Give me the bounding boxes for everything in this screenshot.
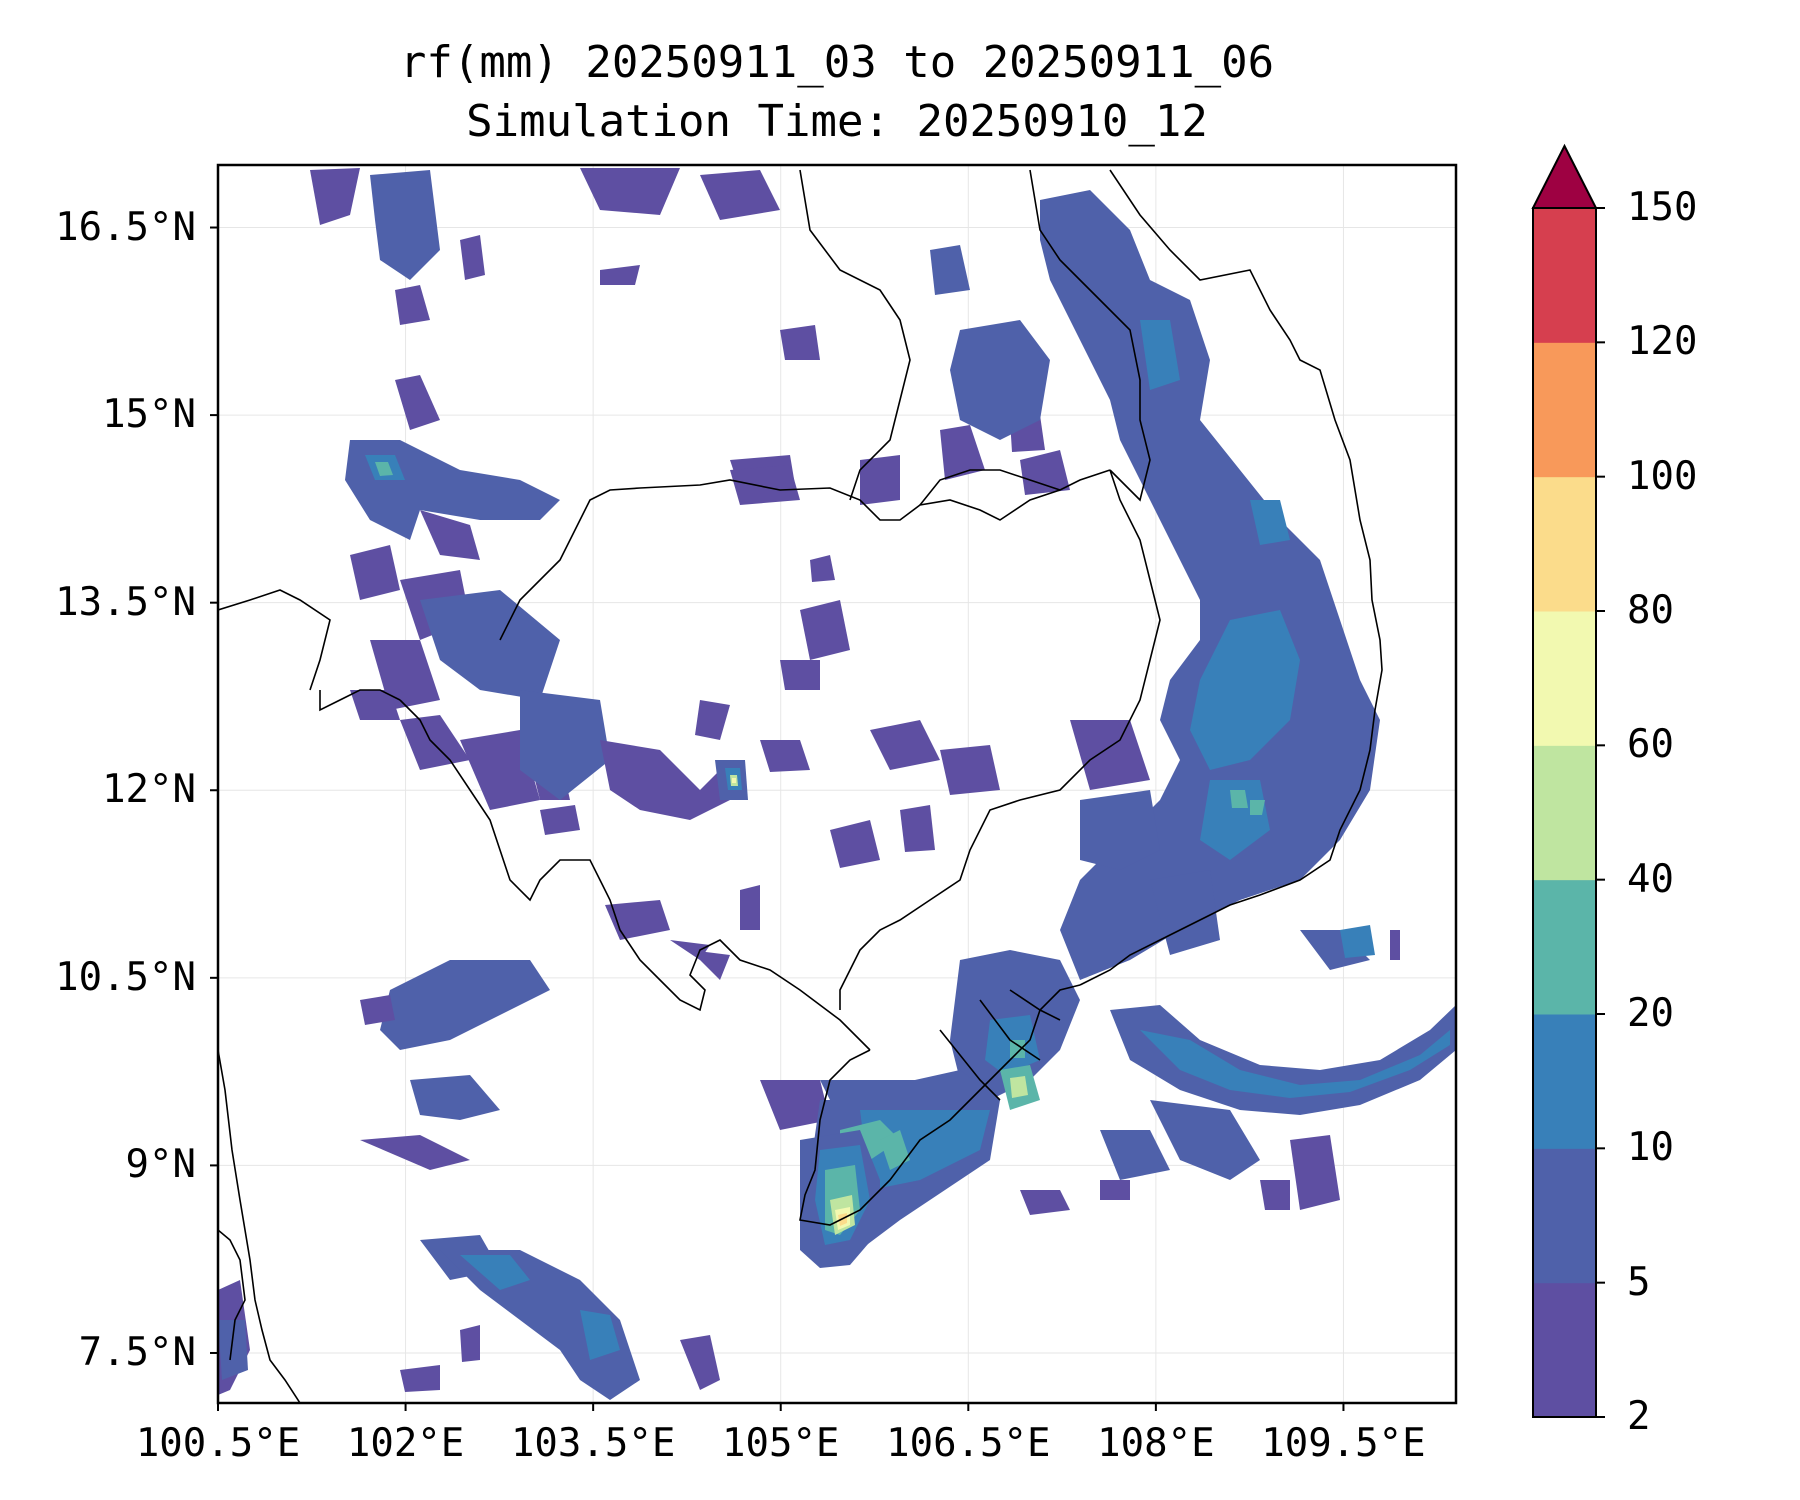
map-frame <box>216 163 1458 1405</box>
colorbar-segment <box>1533 208 1596 343</box>
y-tick-label: 9°N <box>125 1142 196 1188</box>
vietnam-coastline <box>1079 169 1383 986</box>
y-tick-label: 16.5°N <box>55 204 196 250</box>
colorbar-tick-label: 80 <box>1627 588 1674 633</box>
axis-ticks <box>210 226 1345 1411</box>
colorbar-tick-label: 2 <box>1627 1394 1651 1439</box>
x-tick-label: 100.5°E <box>135 1421 301 1466</box>
colorbar <box>1531 143 1605 1418</box>
map-title-line2: Simulation Time: 20250910_12 <box>466 96 1208 147</box>
y-tick-label: 7.5°N <box>78 1329 196 1375</box>
cambodia-coastline <box>399 699 871 1051</box>
colorbar-segment <box>1533 1282 1596 1418</box>
y-tick-label: 15°N <box>102 392 196 438</box>
laos-cambodia-border <box>919 469 1061 506</box>
colorbar-tick-label: 60 <box>1627 722 1674 768</box>
rain-area-interior-cell <box>715 760 748 800</box>
y-tick-label: 10.5°N <box>55 954 196 1000</box>
colorbar-outline <box>1532 207 1597 1418</box>
gulf-thailand-coastline <box>319 689 401 712</box>
colorbar-segment <box>1533 611 1596 746</box>
x-tick-label: 103.5°E <box>510 1421 676 1466</box>
colorbar-tick-label: 40 <box>1627 856 1674 902</box>
rain-area-cambodia-west <box>520 415 1045 980</box>
malay-peninsula-coastline <box>218 1049 301 1403</box>
colorbar-tick-label: 100 <box>1627 453 1698 499</box>
colorbar-segment <box>1533 1148 1596 1284</box>
colorbar-tick-label: 20 <box>1627 991 1674 1036</box>
malay-peninsula-west-coastline <box>218 1229 246 1361</box>
rainfall-field <box>218 168 1456 1400</box>
x-tick-label: 106.5°E <box>886 1421 1051 1466</box>
rain-area-northwest <box>310 168 820 810</box>
rain-area-central-vietnam <box>730 190 1380 980</box>
thailand-cambodia-border <box>499 469 1111 641</box>
mekong-river-mouth-1 <box>939 1029 1001 1101</box>
map-title-line1: rf(mm) 20250911_03 to 20250911_06 <box>399 37 1275 88</box>
colorbar-segment <box>1533 1014 1596 1149</box>
x-tick-label: 109.5°E <box>1261 1421 1426 1466</box>
thailand-laos-border <box>799 169 911 501</box>
colorbar-tick-label: 5 <box>1627 1259 1651 1305</box>
mekong-river-mouth-3 <box>1009 989 1061 1021</box>
laos-vietnam-border <box>1029 169 1151 502</box>
rain-area-gulf-west <box>218 960 720 1400</box>
colorbar-segment <box>1533 342 1596 478</box>
rain-area-mekong-delta <box>760 1065 1040 1268</box>
cambodia-vietnam-border <box>839 469 1161 1010</box>
x-tick-label: 105°E <box>722 1421 840 1466</box>
colorbar-tick-label: 150 <box>1627 185 1698 230</box>
colorbar-extend-arrow <box>1531 143 1598 209</box>
rain-area-south-china-sea <box>1020 925 1456 1215</box>
colorbar-tick-label: 10 <box>1627 1125 1674 1171</box>
colorbar-tick-label: 120 <box>1627 319 1698 365</box>
y-tick-label: 13.5°N <box>55 579 196 625</box>
west-border <box>218 589 331 691</box>
mekong-delta-coastline <box>799 984 1081 1226</box>
coastlines-and-borders <box>218 169 1383 1403</box>
colorbar-segment <box>1533 476 1596 612</box>
y-tick-label: 12°N <box>102 767 196 813</box>
colorbar-segment <box>1533 745 1596 881</box>
colorbar-segment <box>1533 879 1596 1015</box>
x-tick-label: 102°E <box>346 1421 465 1466</box>
mekong-river-mouth-2 <box>979 999 1041 1061</box>
x-tick-label: 108°E <box>1097 1421 1215 1466</box>
